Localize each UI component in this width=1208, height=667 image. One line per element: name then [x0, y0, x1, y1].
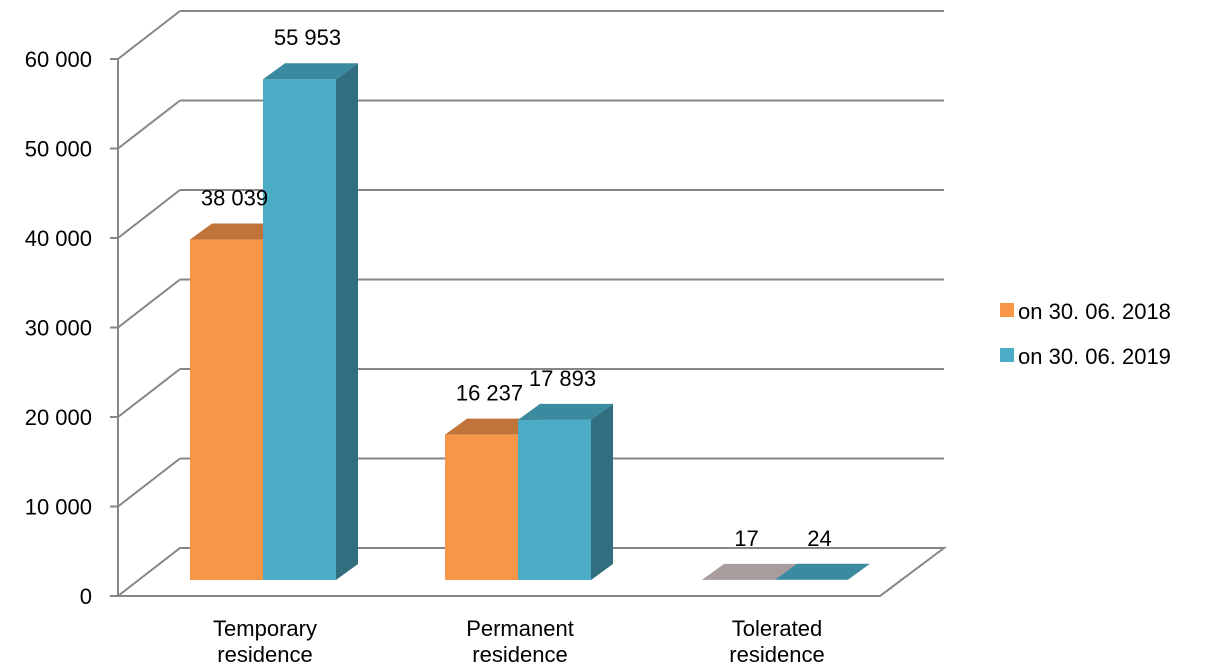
bar-top	[190, 223, 285, 240]
legend-label: on 30. 06. 2019	[1018, 344, 1171, 369]
bar	[263, 63, 358, 581]
gridline-diagonal	[117, 10, 181, 60]
y-tick-label: 20 000	[25, 405, 92, 430]
y-axis-ticks: 0 10 000 20 000 30 000 40 000 50 000 60 000	[25, 47, 118, 609]
bar-front	[445, 434, 518, 580]
gridline-diagonal	[117, 99, 181, 150]
category-label: residence	[217, 642, 312, 667]
bar	[702, 563, 797, 580]
floor-outline	[117, 547, 947, 597]
y-tick-label: 50 000	[25, 137, 92, 162]
legend-swatch	[1000, 348, 1014, 362]
y-tick-label: 30 000	[25, 316, 92, 341]
category-label: Permanent	[466, 616, 574, 641]
category-label: residence	[729, 642, 824, 667]
gridline-diagonal	[117, 457, 181, 508]
legend: on 30. 06. 2018 on 30. 06. 2019	[1000, 299, 1171, 369]
y-tick-label: 0	[80, 584, 92, 609]
category-label: Temporary	[213, 616, 317, 641]
bars	[190, 63, 870, 581]
bar-top	[775, 563, 870, 580]
data-label: 24	[807, 526, 831, 551]
bar-top	[445, 418, 540, 435]
x-axis-categories: TemporaryresidencePermanentresidenceTole…	[213, 616, 825, 667]
bar-front	[190, 239, 263, 580]
y-tick-label: 60 000	[25, 47, 92, 72]
category-label: Tolerated	[732, 616, 823, 641]
legend-swatch	[1000, 303, 1014, 317]
data-label: 17	[734, 526, 758, 551]
y-tick-label: 40 000	[25, 226, 92, 251]
data-label: 38 039	[201, 186, 268, 211]
data-label: 17 893	[529, 366, 596, 391]
bar	[518, 403, 613, 580]
bar-side	[591, 403, 613, 580]
gridline-diagonal	[117, 189, 181, 239]
bar-top	[263, 63, 358, 80]
bar	[775, 563, 870, 580]
data-label: 55 953	[274, 25, 341, 50]
bar-front	[518, 419, 591, 580]
category-label: residence	[472, 642, 567, 667]
bar-front	[263, 79, 336, 581]
y-tick-label: 10 000	[25, 495, 92, 520]
legend-label: on 30. 06. 2018	[1018, 299, 1171, 324]
bar-top	[518, 403, 613, 420]
bar-top	[702, 563, 797, 580]
gridline-diagonal	[117, 278, 181, 329]
data-label: 16 237	[456, 381, 523, 406]
gridline-diagonal	[117, 368, 181, 418]
bar-side	[336, 63, 358, 581]
